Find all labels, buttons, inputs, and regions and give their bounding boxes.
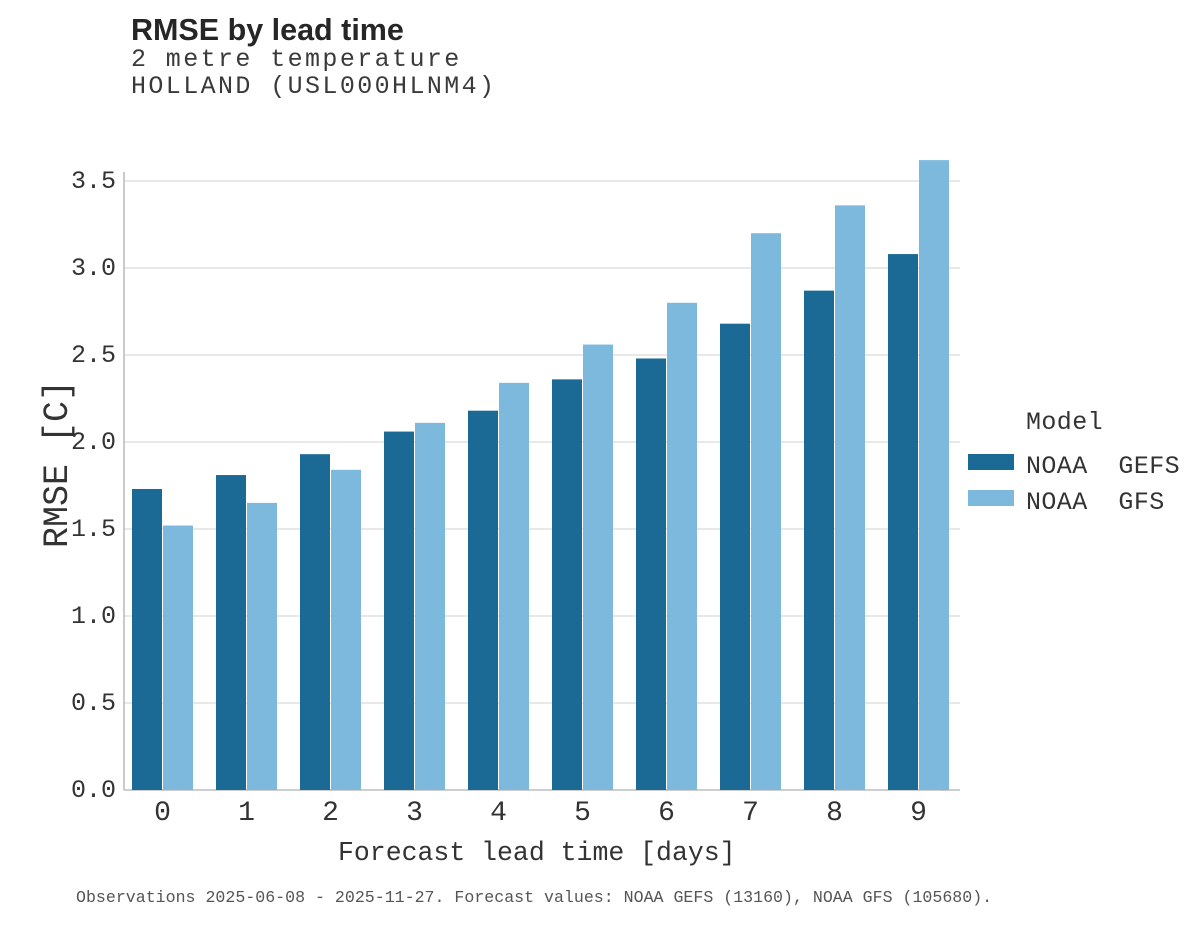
- svg-text:2.0: 2.0: [71, 428, 116, 457]
- svg-text:7: 7: [742, 798, 759, 829]
- svg-text:0.0: 0.0: [71, 776, 116, 805]
- svg-text:0.5: 0.5: [71, 689, 116, 718]
- svg-text:2.5: 2.5: [71, 341, 116, 370]
- svg-text:1.5: 1.5: [71, 515, 116, 544]
- svg-text:0: 0: [154, 798, 171, 829]
- svg-text:4: 4: [490, 798, 507, 829]
- svg-text:3: 3: [406, 798, 423, 829]
- svg-text:1.0: 1.0: [71, 602, 116, 631]
- svg-text:8: 8: [826, 798, 843, 829]
- svg-text:3.5: 3.5: [71, 167, 116, 196]
- svg-text:6: 6: [658, 798, 675, 829]
- svg-text:3.0: 3.0: [71, 254, 116, 283]
- svg-text:9: 9: [910, 798, 927, 829]
- svg-text:1: 1: [238, 798, 255, 829]
- svg-text:2: 2: [322, 798, 339, 829]
- svg-text:5: 5: [574, 798, 591, 829]
